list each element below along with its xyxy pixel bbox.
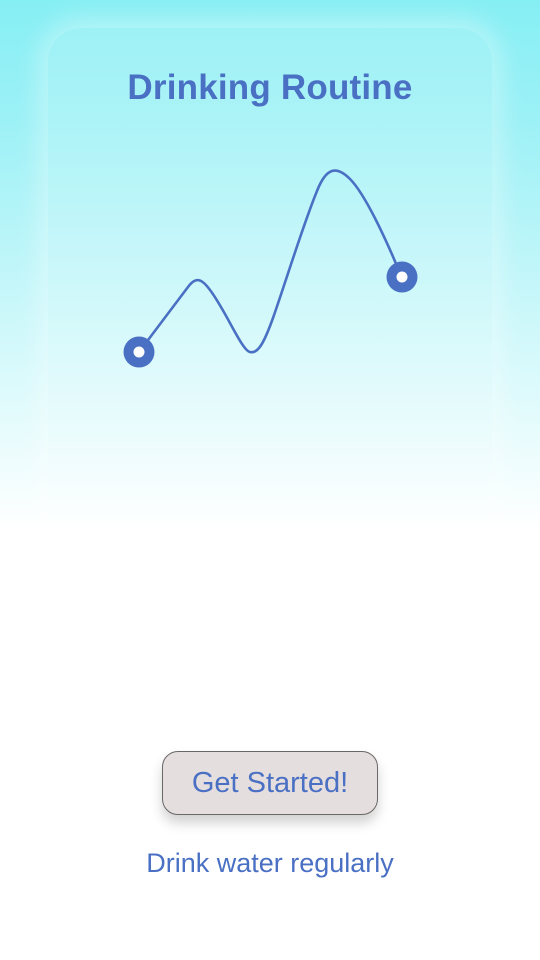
page-title: Drinking Routine — [127, 68, 413, 107]
end-marker-icon — [386, 261, 418, 293]
start-marker-icon — [123, 336, 155, 368]
routine-curve — [137, 169, 404, 354]
get-started-button[interactable]: Get Started! — [162, 751, 378, 815]
subtitle-text: Drink water regularly — [146, 848, 394, 878]
